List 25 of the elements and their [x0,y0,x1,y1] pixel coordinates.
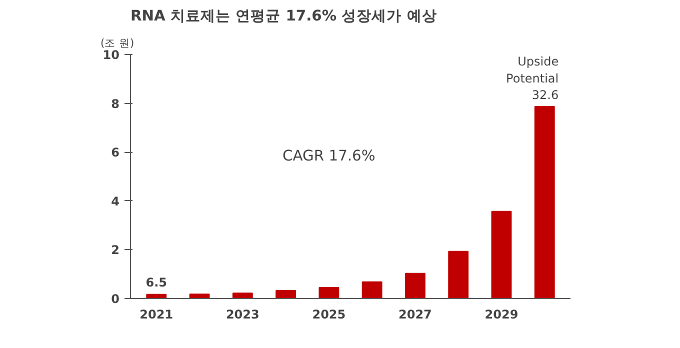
bar [318,287,340,298]
x-tick-label: 2027 [398,308,432,322]
annotation: Upside Potential 32.6 [506,54,559,102]
x-tick-label: 2021 [140,308,174,322]
y-tick-label: 10 [102,48,120,62]
bar [276,290,296,298]
y-tick-label: 6 [111,146,120,160]
annotation: CAGR 17.6% [282,147,376,164]
bar [232,292,253,298]
bar [405,272,426,298]
bar [534,106,555,298]
y-tick-label: 4 [111,194,120,208]
y-tick-label: 8 [111,96,120,111]
annotation: 6.5 [146,275,168,290]
bar [189,294,210,298]
y-tick-label: 0 [111,292,120,306]
bar [491,210,512,298]
chart-title: RNA 치료제는 연평균 17.6% 성장세가 예상 [130,8,437,24]
x-tick-label: 2029 [484,308,518,322]
x-tick-label: 2025 [312,308,346,322]
bar [362,281,382,298]
x-tick-label: 2023 [226,308,260,322]
bar [448,250,469,298]
y-axis-title: (조 원) [100,36,134,50]
y-tick-label: 2 [111,243,120,258]
